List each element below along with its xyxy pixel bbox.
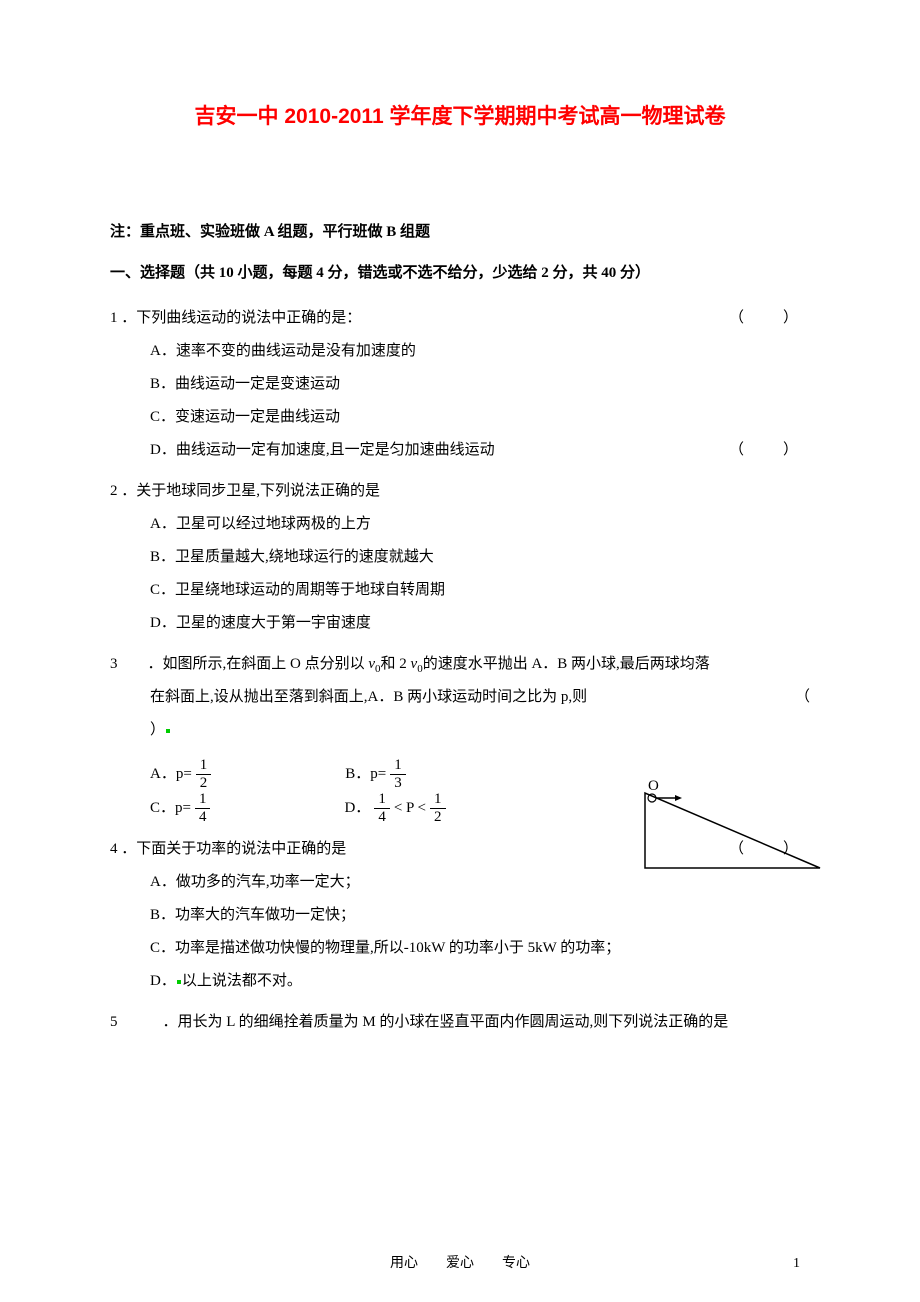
q3-optD-den2: 2 — [430, 809, 446, 826]
q1-optC: C．变速运动一定是曲线运动 — [110, 401, 810, 434]
q4-optC: C．功率是描述做功快慢的物理量,所以-10kW 的功率小于 5kW 的功率； — [110, 932, 810, 965]
page-title: 吉安一中 2010-2011 学年度下学期期中考试高一物理试卷 — [110, 100, 810, 130]
q4-text: ．下面关于功率的说法中正确的是 — [121, 841, 346, 857]
page-footer: 用心 爱心 专心 — [0, 1252, 920, 1272]
q1-optA: A．速率不变的曲线运动是没有加速度的 — [110, 335, 810, 368]
green-dot-icon — [177, 980, 181, 984]
q2-optC: C．卫星绕地球运动的周期等于地球自转周期 — [110, 574, 810, 607]
q3-optC-label: C．p= — [150, 792, 191, 825]
q5-num: 5 — [110, 1014, 118, 1030]
q3-text-p1: ．如图所示,在斜面上 O 点分别以 — [148, 656, 369, 672]
q3-line2: 在斜面上,设从抛出至落到斜面上,A．B 两小球运动时间之比为 p,则 — [150, 681, 765, 714]
question-2: 2 ．关于地球同步卫星,下列说法正确的是 A．卫星可以经过地球两极的上方 B．卫… — [110, 475, 810, 640]
q3-line3: ） — [150, 722, 165, 738]
q3-optD-num2: 1 — [430, 791, 446, 809]
q3-optD-den1: 4 — [374, 809, 390, 826]
q3-optD-mid: < P < — [394, 792, 426, 825]
q4-optB: B．功率大的汽车做功一定快； — [110, 899, 810, 932]
triangle-diagram: O — [630, 778, 830, 878]
q3-optB-num: 1 — [390, 757, 406, 775]
question-5: 5 ．用长为 L 的细绳拴着质量为 M 的小球在竖直平面内作圆周运动,则下列说法… — [110, 1006, 810, 1039]
q3-text-p2: 和 2 — [381, 656, 411, 672]
q3-optC-num: 1 — [195, 791, 211, 809]
q1-text: ．下列曲线运动的说法中正确的是： — [121, 310, 361, 326]
q2-num: 2 — [110, 483, 118, 499]
question-3: 3 ．如图所示,在斜面上 O 点分别以 v0和 2 v0的速度水平抛出 A．B … — [110, 648, 810, 825]
q2-optA: A．卫星可以经过地球两极的上方 — [110, 508, 810, 541]
q3-optA-num: 1 — [196, 757, 212, 775]
q3-optB-label: B．p= — [345, 758, 386, 791]
q3-optA-den: 2 — [196, 775, 212, 792]
q5-text: ．用长为 L 的细绳拴着质量为 M 的小球在竖直平面内作圆周运动,则下列说法正确… — [163, 1014, 729, 1030]
page-number: 1 — [793, 1256, 800, 1272]
svg-text:O: O — [648, 778, 659, 794]
section-header: 一、选择题（共 10 小题，每题 4 分，错选或不选不给分，少选给 2 分，共 … — [110, 261, 810, 282]
q2-optB: B．卫星质量越大,绕地球运行的速度就越大 — [110, 541, 810, 574]
q3-optC-den: 4 — [195, 809, 211, 826]
q3-optB-den: 3 — [390, 775, 406, 792]
footer-text: 用心 爱心 专心 — [390, 1256, 530, 1271]
q3-num: 3 — [110, 656, 118, 672]
answer-paren: （ ） — [729, 302, 810, 335]
q4-optD: D． — [150, 973, 176, 989]
q3-optD-num1: 1 — [374, 791, 390, 809]
q1-optD: D．曲线运动一定有加速度,且一定是匀加速曲线运动 — [110, 434, 495, 467]
q3-optD-label: D． — [344, 792, 370, 825]
question-1: 1 ．下列曲线运动的说法中正确的是： （ ） A．速率不变的曲线运动是没有加速度… — [110, 302, 810, 467]
q2-text: ．关于地球同步卫星,下列说法正确的是 — [121, 483, 380, 499]
q3-optA-label: A．p= — [150, 758, 192, 791]
q2-optD: D．卫星的速度大于第一宇宙速度 — [110, 607, 810, 640]
note-text: 注：重点班、实验班做 A 组题，平行班做 B 组题 — [110, 220, 810, 241]
q4-num: 4 — [110, 841, 118, 857]
answer-paren: （ ） — [729, 434, 810, 467]
q1-num: 1 — [110, 310, 118, 326]
q3-paren-open: （ — [795, 681, 810, 714]
green-dot-icon — [166, 729, 170, 733]
q3-text-p3: 的速度水平抛出 A．B 两小球,最后两球均落 — [423, 656, 710, 672]
q1-optB: B．曲线运动一定是变速运动 — [110, 368, 810, 401]
q4-optD-tail: 以上说法都不对。 — [182, 973, 302, 989]
